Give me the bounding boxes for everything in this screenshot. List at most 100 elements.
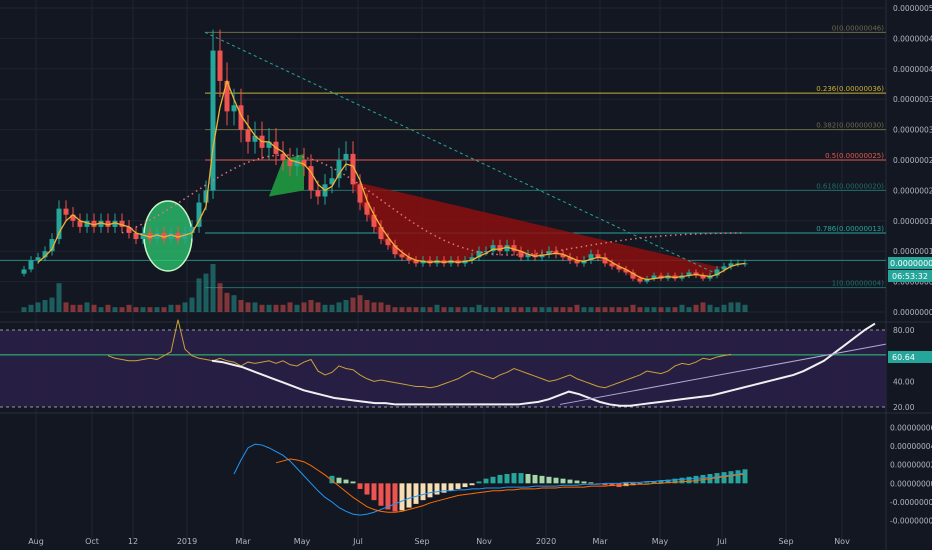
price-badge-box [888,257,932,269]
volume-bar [595,307,601,312]
volume-bar [315,302,321,312]
candle-body [385,239,391,246]
volume-bar [574,304,580,312]
volume-bar [84,302,90,312]
candle-body [105,220,111,227]
candle-body [35,257,41,261]
candle-body [252,135,258,142]
rsi-band-fill [0,330,886,407]
volume-bar [343,300,349,312]
volume-bar [504,307,510,312]
rsi-lines [107,319,887,407]
macd-histogram-bar [371,483,377,501]
candle-body [399,254,405,258]
macd-histogram-bar [336,477,342,484]
candle-body [336,160,342,179]
macd-histogram-bar [672,478,678,484]
volume-bar [406,307,412,312]
candle-body [147,232,153,240]
volume-bar [147,307,153,312]
candle-body [343,153,349,160]
volume-bar [364,300,370,312]
volume-bar [357,295,363,312]
volume-bar [252,302,258,312]
macd-histogram-bar [658,480,664,484]
candle-body [490,245,496,252]
price-tick-label: 0.00000015 [893,217,932,226]
volume-bar [105,304,111,312]
candle-body [546,251,552,255]
macd-histogram-bar [448,483,454,491]
candle-body [483,251,489,253]
macd-histogram-bar [679,477,685,484]
time-tick-label: Aug [28,537,44,546]
volume-bar [266,304,272,312]
macd-histogram-bar [546,476,552,484]
volume-bar [35,302,41,312]
candle-body [413,260,419,264]
macd-tick-label: 0.00000004 [890,442,932,451]
volume-bar [210,264,216,312]
macd-histogram-bar [434,483,440,495]
price-tick-label: 0.00000030 [893,126,932,135]
volume-bar [539,307,545,312]
candle-body [238,105,244,130]
price-tick-label: 0.00000045 [893,34,932,43]
time-axis: Aug Oct 12 2019 Mar May Jul Sep Nov 2020 Mar May Jul… [28,537,850,546]
candle-body [623,269,629,273]
macd-tick-label: 0.00000006 [890,423,932,432]
candle-body [588,254,594,261]
candle-body [371,214,377,227]
rsi-trendline [559,343,887,405]
volume-bar [112,307,118,312]
candle-body [609,263,615,267]
candle-body [294,160,300,167]
volume-bar [224,292,230,312]
rsi-tick-label: 40.00 [893,377,915,386]
candle-body [728,263,734,267]
macd-histogram-bar [385,483,391,510]
time-tick-label: Mar [235,537,251,546]
time-tick-label: Nov [834,537,850,546]
candle-body [287,160,293,167]
candle-body [126,226,132,233]
macd-tick-label: -0.00000002 [890,498,932,507]
volume-bar [350,297,356,312]
volume-bar [301,302,307,312]
volume-bar [497,307,503,312]
volume-bar [294,304,300,312]
candle-body [721,266,727,270]
macd-histogram-bar [399,483,405,511]
macd-histogram-bar [350,481,356,484]
dotted-trail [121,154,746,256]
macd-histogram-bar [378,483,384,506]
time-tick-label: Jul [352,537,363,546]
volume-bar [119,307,125,312]
macd-histogram-bar [441,483,447,493]
macd-histogram-bar [588,482,594,484]
macd-histogram-bar [525,474,531,484]
time-tick-label: 2020 [536,537,556,546]
candle-body [630,272,636,279]
volume-bar [602,307,608,312]
volume-bar [413,307,419,312]
macd-histogram-bar [735,470,741,484]
volume-bar [707,304,713,312]
volume-bar [630,304,636,312]
candle-body [315,190,321,197]
volume-bar [77,304,83,312]
volume-bar [735,302,741,312]
candle-body [602,257,608,264]
rsi-tick-label: 20.00 [893,403,915,412]
macd-histogram-bar [567,479,573,484]
macd-histogram-bar [560,478,566,484]
macd-line [233,443,746,516]
volume-bar [427,307,433,312]
volume-bar [651,307,657,312]
volume-bar [231,295,237,312]
volume-bar [91,304,97,312]
